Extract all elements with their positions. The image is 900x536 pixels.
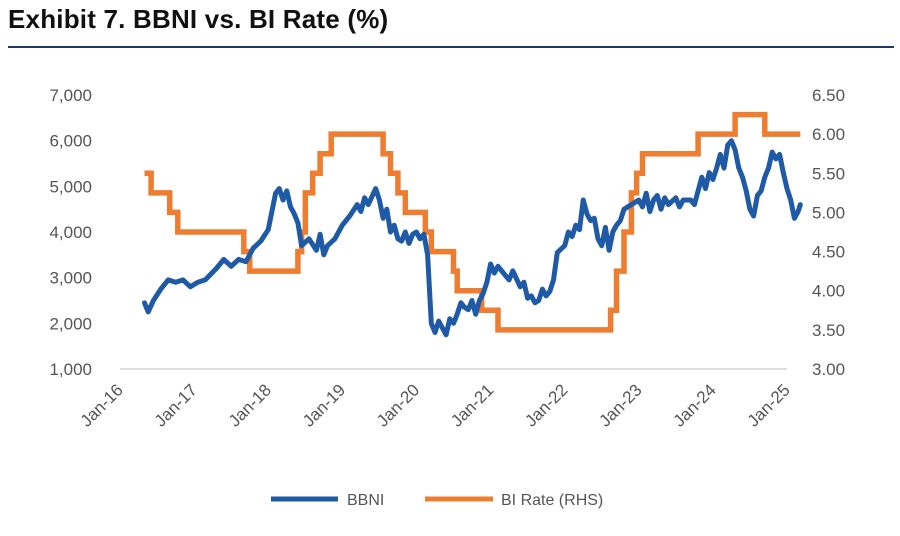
right-y-axis: 3.00 3.50 4.00 4.50 5.00 5.50 6.00 6.50 [812, 86, 845, 379]
right-tick-label: 5.00 [812, 203, 845, 222]
x-axis: Jan-16 Jan-17 Jan-18 Jan-19 Jan-20 Jan-21 Jan-… [77, 368, 794, 431]
left-tick-label: 6,000 [49, 132, 92, 151]
right-tick-label: 6.00 [812, 125, 845, 144]
x-tick-label: Jan-23 [595, 380, 645, 430]
x-tick-label: Jan-19 [299, 380, 349, 430]
right-tick-label: 3.50 [812, 321, 845, 340]
x-tick-label: Jan-22 [521, 380, 571, 430]
x-tick-label: Jan-24 [670, 380, 720, 430]
left-y-axis: 1,000 2,000 3,000 4,000 5,000 6,000 7,000 [49, 86, 92, 379]
exhibit-title: Exhibit 7. BBNI vs. BI Rate (%) [8, 4, 389, 34]
bi-rate-line [144, 111, 801, 333]
right-tick-label: 5.50 [812, 164, 845, 183]
legend-bbni-label: BBNI [347, 492, 384, 509]
right-tick-label: 4.00 [812, 282, 845, 301]
right-tick-label: 6.50 [812, 86, 845, 105]
left-tick-label: 2,000 [49, 314, 92, 333]
right-tick-label: 3.00 [812, 360, 845, 379]
x-tick-label: Jan-17 [151, 380, 201, 430]
x-tick-label: Jan-20 [373, 380, 423, 430]
x-tick-label: Jan-25 [744, 380, 794, 430]
title-rule [8, 46, 894, 48]
bbni-line [142, 138, 803, 338]
legend: BBNI BI Rate (RHS) [271, 492, 603, 509]
left-tick-label: 5,000 [49, 177, 92, 196]
x-tick-label: Jan-16 [77, 380, 127, 430]
left-tick-label: 7,000 [49, 86, 92, 105]
x-tick-label: Jan-18 [225, 380, 275, 430]
left-tick-label: 3,000 [49, 269, 92, 288]
legend-bi-rate-label: BI Rate (RHS) [501, 492, 603, 509]
left-tick-label: 4,000 [49, 223, 92, 242]
right-tick-label: 4.50 [812, 243, 845, 262]
left-tick-label: 1,000 [49, 360, 92, 379]
x-tick-label: Jan-21 [447, 380, 497, 430]
